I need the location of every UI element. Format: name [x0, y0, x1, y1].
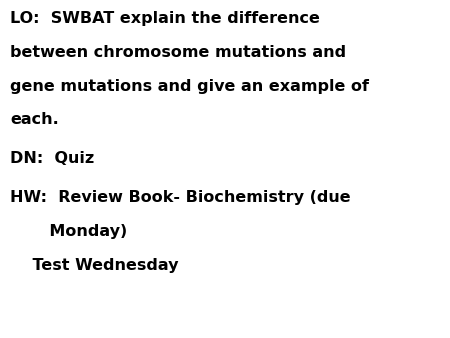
Text: gene mutations and give an example of: gene mutations and give an example of: [10, 79, 369, 94]
Text: between chromosome mutations and: between chromosome mutations and: [10, 45, 346, 60]
Text: LO:  SWBAT explain the difference: LO: SWBAT explain the difference: [10, 11, 320, 26]
Text: DN:  Quiz: DN: Quiz: [10, 151, 94, 166]
Text: Monday): Monday): [10, 224, 127, 239]
Text: HW:  Review Book- Biochemistry (due: HW: Review Book- Biochemistry (due: [10, 190, 351, 205]
Text: each.: each.: [10, 113, 59, 127]
Text: Test Wednesday: Test Wednesday: [10, 258, 178, 273]
